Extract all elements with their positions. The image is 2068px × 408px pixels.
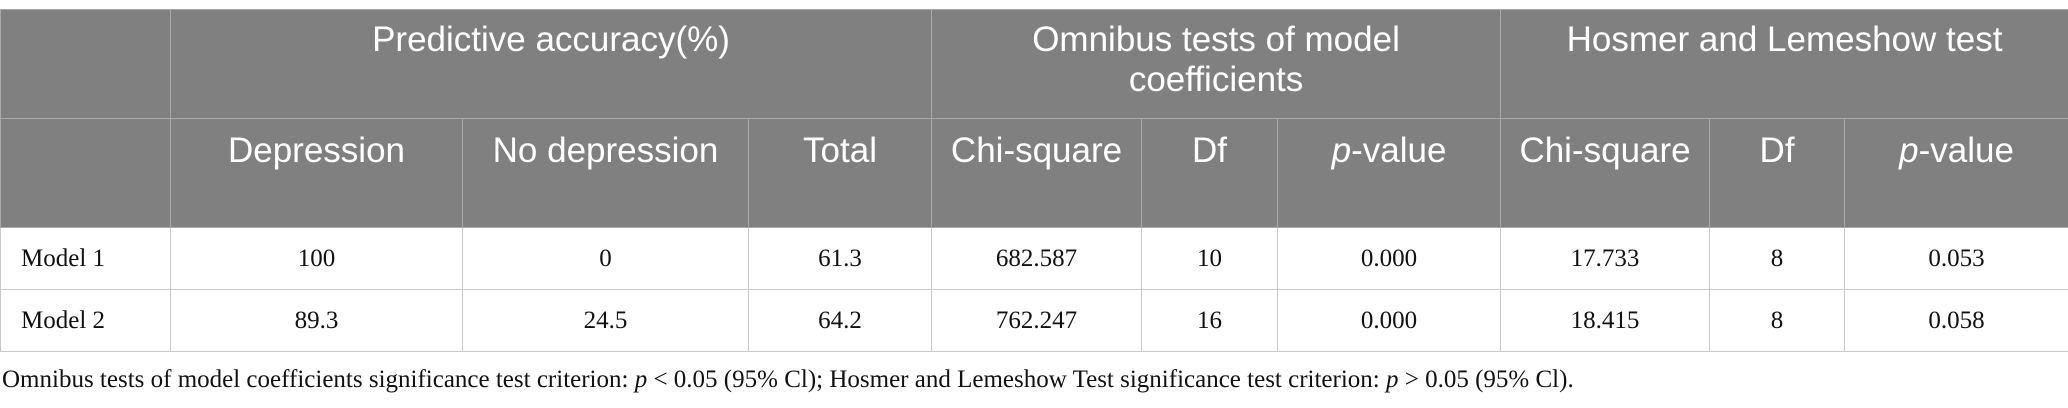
results-table: Predictive accuracy(%) Omnibus tests of … (0, 9, 2068, 352)
column-header: p-value (1277, 118, 1502, 228)
footnote-text: p (1386, 366, 1399, 393)
header-blank (0, 9, 171, 119)
table-cell: 8 (1709, 227, 1846, 290)
table-cell: 18.415 (1500, 289, 1711, 352)
column-header-text: Chi-square (1519, 131, 1691, 170)
column-header: Chi-square (931, 118, 1143, 228)
table-cell: 8 (1709, 289, 1846, 352)
footnote-text: < 0.05 (95% Cl); Hosmer and Lemeshow Tes… (647, 366, 1386, 393)
table-cell: 17.733 (1500, 227, 1711, 290)
table-row: Model 2 89.3 24.5 64.2 762.247 16 0.000 18.415 8… (0, 289, 2068, 352)
header-column-row: Depression No depression Total Chi-square Df… (0, 118, 2068, 228)
column-header-text: Chi-square (950, 131, 1123, 170)
column-header: Depression (170, 118, 463, 228)
column-header: Df (1141, 118, 1279, 228)
footnote-text: p (634, 366, 648, 393)
table-cell: 0.000 (1277, 227, 1502, 290)
column-header-text: p (1331, 131, 1352, 170)
header-group: Hosmer and Lemeshow test (1500, 9, 2068, 119)
table-cell: 61.3 (747, 227, 933, 290)
header-group-row: Predictive accuracy(%) Omnibus tests of … (0, 9, 2068, 119)
column-header-text: p (1899, 131, 1919, 170)
table-body: Model 1 100 0 61.3 682.587 10 0.000 17.733 8 0.05… (0, 227, 2068, 352)
table-cell: 0 (462, 227, 749, 290)
column-header-text: -value (1918, 131, 2014, 170)
column-header-text: Total (803, 131, 877, 170)
row-label: Model 1 (0, 227, 171, 290)
column-header: Df (1709, 118, 1846, 228)
table-cell: 16 (1141, 289, 1279, 352)
column-header-text: No depression (492, 131, 719, 170)
column-header: No depression (462, 118, 749, 228)
footnote-text: Omnibus tests of model coefficients sign… (2, 366, 635, 393)
footnote: Omnibus tests of model coefficients sign… (2, 366, 1574, 394)
table-row: Model 1 100 0 61.3 682.587 10 0.000 17.733 8 0.05… (0, 227, 2068, 290)
table-cell: 0.053 (1844, 227, 2068, 290)
table-cell: 762.247 (931, 289, 1143, 352)
footnote-text: > 0.05 (95% Cl). (1398, 366, 1574, 393)
column-header-text: Depression (227, 131, 406, 170)
row-label: Model 2 (0, 289, 171, 352)
table-cell: 10 (1141, 227, 1279, 290)
table-cell: 64.2 (747, 289, 933, 352)
table-cell: 682.587 (931, 227, 1143, 290)
header-group: Predictive accuracy(%) (169, 9, 933, 119)
column-header: Chi-square (1500, 118, 1711, 228)
table-cell: 0.058 (1844, 289, 2068, 352)
table-cell: 24.5 (462, 289, 749, 352)
column-header-text: -value (1351, 131, 1447, 170)
column-header-text: Df (1759, 131, 1795, 170)
table-cell: 0.000 (1277, 289, 1502, 352)
column-header: p-value (1844, 118, 2068, 228)
column-header-text: Df (1192, 131, 1228, 170)
header-blank (0, 118, 171, 228)
table-cell: 100 (170, 227, 463, 290)
header-group: Omnibus tests of model coefficients (931, 9, 1502, 119)
table-cell: 89.3 (170, 289, 463, 352)
column-header: Total (747, 118, 933, 228)
